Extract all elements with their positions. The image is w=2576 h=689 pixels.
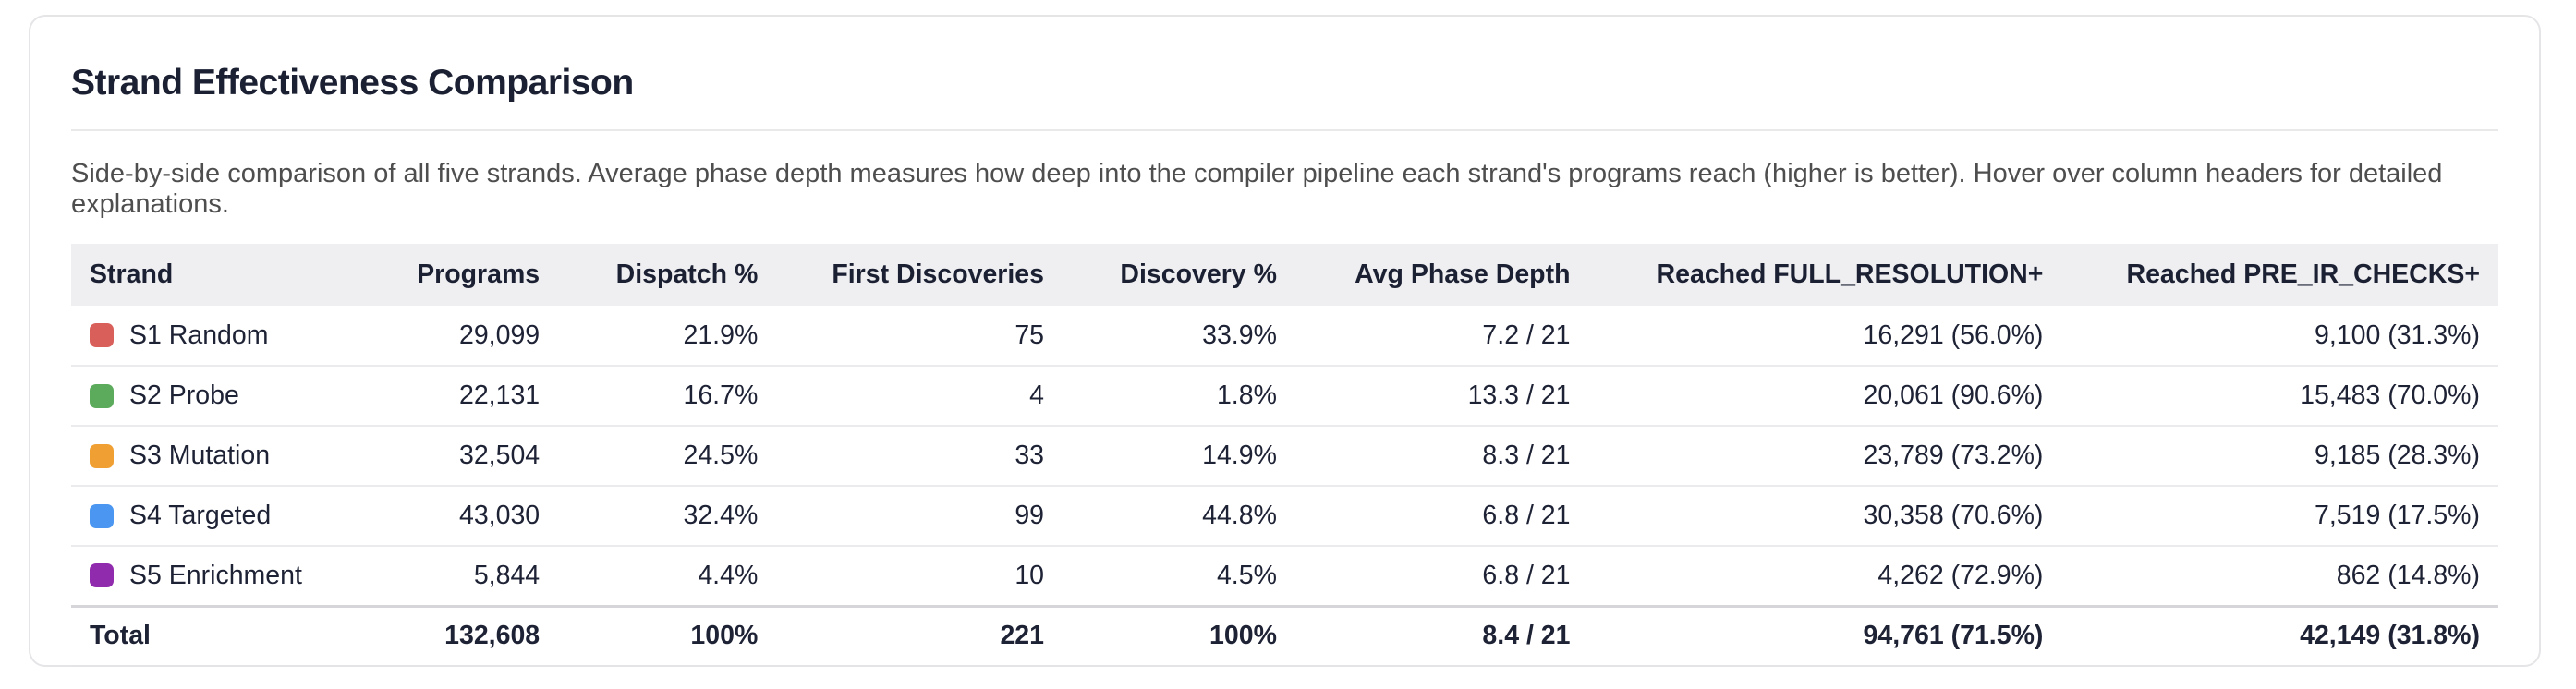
total-avg-phase-depth: 8.4 / 21 [1294, 604, 1589, 667]
strand-name-cell: S4 Targeted [71, 486, 399, 547]
column-header-reached-pre-ir-checks[interactable]: Reached PRE_IR_CHECKS+ [2061, 244, 2498, 306]
strand-label: S1 Random [129, 320, 269, 350]
total-dispatch-pct: 100% [558, 604, 777, 667]
dispatch-pct-cell: 4.4% [558, 546, 777, 607]
reached-full-resolution-cell: 20,061 (90.6%) [1588, 366, 2062, 427]
total-reached-pre-ir-checks: 42,149 (31.8%) [2061, 604, 2498, 667]
first-discoveries-cell: 4 [776, 366, 1063, 427]
reached-full-resolution-cell: 16,291 (56.0%) [1588, 306, 2062, 367]
programs-cell: 43,030 [398, 486, 559, 547]
strand-name-cell: S2 Probe [71, 366, 399, 427]
strand-color-swatch-icon [90, 383, 114, 408]
strand-color-swatch-icon [90, 563, 114, 588]
discovery-pct-cell: 14.9% [1063, 426, 1295, 487]
page-title: Strand Effectiveness Comparison [71, 63, 634, 103]
column-header-strand[interactable]: Strand [71, 244, 399, 306]
reached-full-resolution-cell: 23,789 (73.2%) [1588, 426, 2062, 487]
strand-name-cell: S1 Random [71, 306, 399, 367]
column-header-avg-phase-depth[interactable]: Avg Phase Depth [1294, 244, 1589, 306]
discovery-pct-cell: 33.9% [1063, 306, 1295, 367]
strand-color-swatch-icon [90, 443, 114, 468]
column-header-discovery-pct[interactable]: Discovery % [1063, 244, 1295, 306]
first-discoveries-cell: 99 [776, 486, 1063, 547]
discovery-pct-cell: 1.8% [1063, 366, 1295, 427]
table-row: S1 Random 29,099 21.9% 75 33.9% 7.2 / 21… [71, 306, 2498, 367]
programs-cell: 32,504 [398, 426, 559, 487]
table-row: S2 Probe 22,131 16.7% 4 1.8% 13.3 / 21 2… [71, 366, 2498, 427]
reached-pre-ir-checks-cell: 9,185 (28.3%) [2061, 426, 2498, 487]
total-discovery-pct: 100% [1063, 604, 1295, 667]
strand-label: S4 Targeted [129, 501, 272, 530]
table-header-row: Strand Programs Dispatch % First Discove… [71, 244, 2498, 306]
strand-label: S5 Enrichment [129, 560, 302, 590]
reached-pre-ir-checks-cell: 862 (14.8%) [2061, 546, 2498, 607]
avg-phase-depth-cell: 7.2 / 21 [1294, 306, 1589, 367]
strand-label: S3 Mutation [129, 441, 271, 470]
strand-color-swatch-icon [90, 323, 114, 347]
reached-pre-ir-checks-cell: 7,519 (17.5%) [2061, 486, 2498, 547]
title-divider [71, 129, 2498, 131]
strand-label: S2 Probe [129, 381, 239, 410]
first-discoveries-cell: 75 [776, 306, 1063, 367]
strand-name-cell: S3 Mutation [71, 426, 399, 487]
total-first-discoveries: 221 [776, 604, 1063, 667]
programs-cell: 22,131 [398, 366, 559, 427]
programs-cell: 29,099 [398, 306, 559, 367]
reached-pre-ir-checks-cell: 9,100 (31.3%) [2061, 306, 2498, 367]
avg-phase-depth-cell: 8.3 / 21 [1294, 426, 1589, 487]
table-body: S1 Random 29,099 21.9% 75 33.9% 7.2 / 21… [71, 306, 2498, 667]
total-label: Total [71, 604, 399, 667]
strand-color-swatch-icon [90, 503, 114, 528]
avg-phase-depth-cell: 13.3 / 21 [1294, 366, 1589, 427]
first-discoveries-cell: 10 [776, 546, 1063, 607]
column-header-reached-full-resolution[interactable]: Reached FULL_RESOLUTION+ [1588, 244, 2062, 306]
table-total-row: Total 132,608 100% 221 100% 8.4 / 21 94,… [71, 604, 2498, 667]
dispatch-pct-cell: 16.7% [558, 366, 777, 427]
dispatch-pct-cell: 21.9% [558, 306, 777, 367]
first-discoveries-cell: 33 [776, 426, 1063, 487]
table-header: Strand Programs Dispatch % First Discove… [71, 244, 2498, 306]
strand-comparison-table: Strand Programs Dispatch % First Discove… [71, 244, 2498, 667]
column-header-programs[interactable]: Programs [398, 244, 559, 306]
dispatch-pct-cell: 24.5% [558, 426, 777, 487]
reached-pre-ir-checks-cell: 15,483 (70.0%) [2061, 366, 2498, 427]
column-header-dispatch-pct[interactable]: Dispatch % [558, 244, 777, 306]
reached-full-resolution-cell: 4,262 (72.9%) [1588, 546, 2062, 607]
reached-full-resolution-cell: 30,358 (70.6%) [1588, 486, 2062, 547]
dispatch-pct-cell: 32.4% [558, 486, 777, 547]
total-reached-full-resolution: 94,761 (71.5%) [1588, 604, 2062, 667]
programs-cell: 5,844 [398, 546, 559, 607]
strand-name-cell: S5 Enrichment [71, 546, 399, 607]
discovery-pct-cell: 44.8% [1063, 486, 1295, 547]
column-header-first-discoveries[interactable]: First Discoveries [776, 244, 1063, 306]
table-row: S3 Mutation 32,504 24.5% 33 14.9% 8.3 / … [71, 426, 2498, 487]
avg-phase-depth-cell: 6.8 / 21 [1294, 486, 1589, 547]
table-row: S5 Enrichment 5,844 4.4% 10 4.5% 6.8 / 2… [71, 546, 2498, 607]
table-row: S4 Targeted 43,030 32.4% 99 44.8% 6.8 / … [71, 486, 2498, 547]
avg-phase-depth-cell: 6.8 / 21 [1294, 546, 1589, 607]
total-programs: 132,608 [398, 604, 559, 667]
strand-comparison-card: Strand Effectiveness Comparison Side-by-… [29, 15, 2541, 667]
card-subtitle: Side-by-side comparison of all five stra… [71, 159, 2443, 219]
discovery-pct-cell: 4.5% [1063, 546, 1295, 607]
